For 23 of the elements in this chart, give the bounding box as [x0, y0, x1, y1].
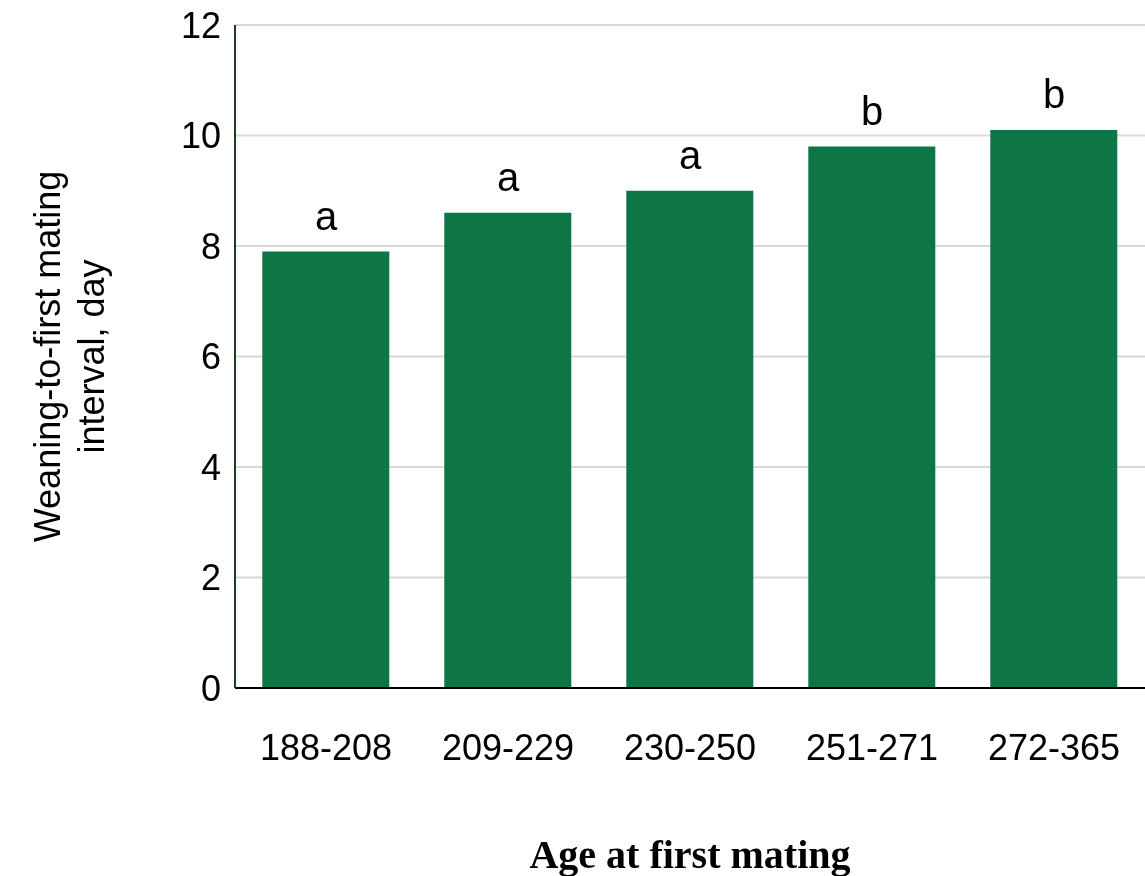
annotation: b — [1042, 71, 1066, 116]
bar — [444, 212, 572, 688]
annotation: a — [496, 154, 520, 199]
bar — [808, 146, 936, 688]
y-tick-label: 8 — [200, 225, 221, 267]
y-axis-title: Weaning-to-first mating interval, day — [27, 170, 112, 543]
x-tick-label: 230-250 — [623, 726, 757, 768]
bar — [990, 129, 1118, 688]
annotation: b — [860, 88, 884, 133]
bar — [262, 251, 390, 688]
y-tick-label: 4 — [200, 446, 221, 488]
x-tick-label: 188-208 — [259, 726, 393, 768]
x-tick-label: 251-271 — [805, 726, 939, 768]
y-tick-label: 12 — [180, 4, 221, 46]
y-tick-label: 2 — [200, 557, 221, 599]
y-tick-label: 10 — [180, 115, 221, 157]
y-tick-label: 0 — [200, 667, 221, 709]
x-tick-label: 272-365 — [987, 726, 1121, 768]
y-tick-label: 6 — [200, 336, 221, 378]
annotation: a — [678, 132, 702, 177]
annotation: a — [314, 193, 338, 238]
x-tick-label: 209-229 — [441, 726, 575, 768]
bar — [626, 190, 754, 688]
